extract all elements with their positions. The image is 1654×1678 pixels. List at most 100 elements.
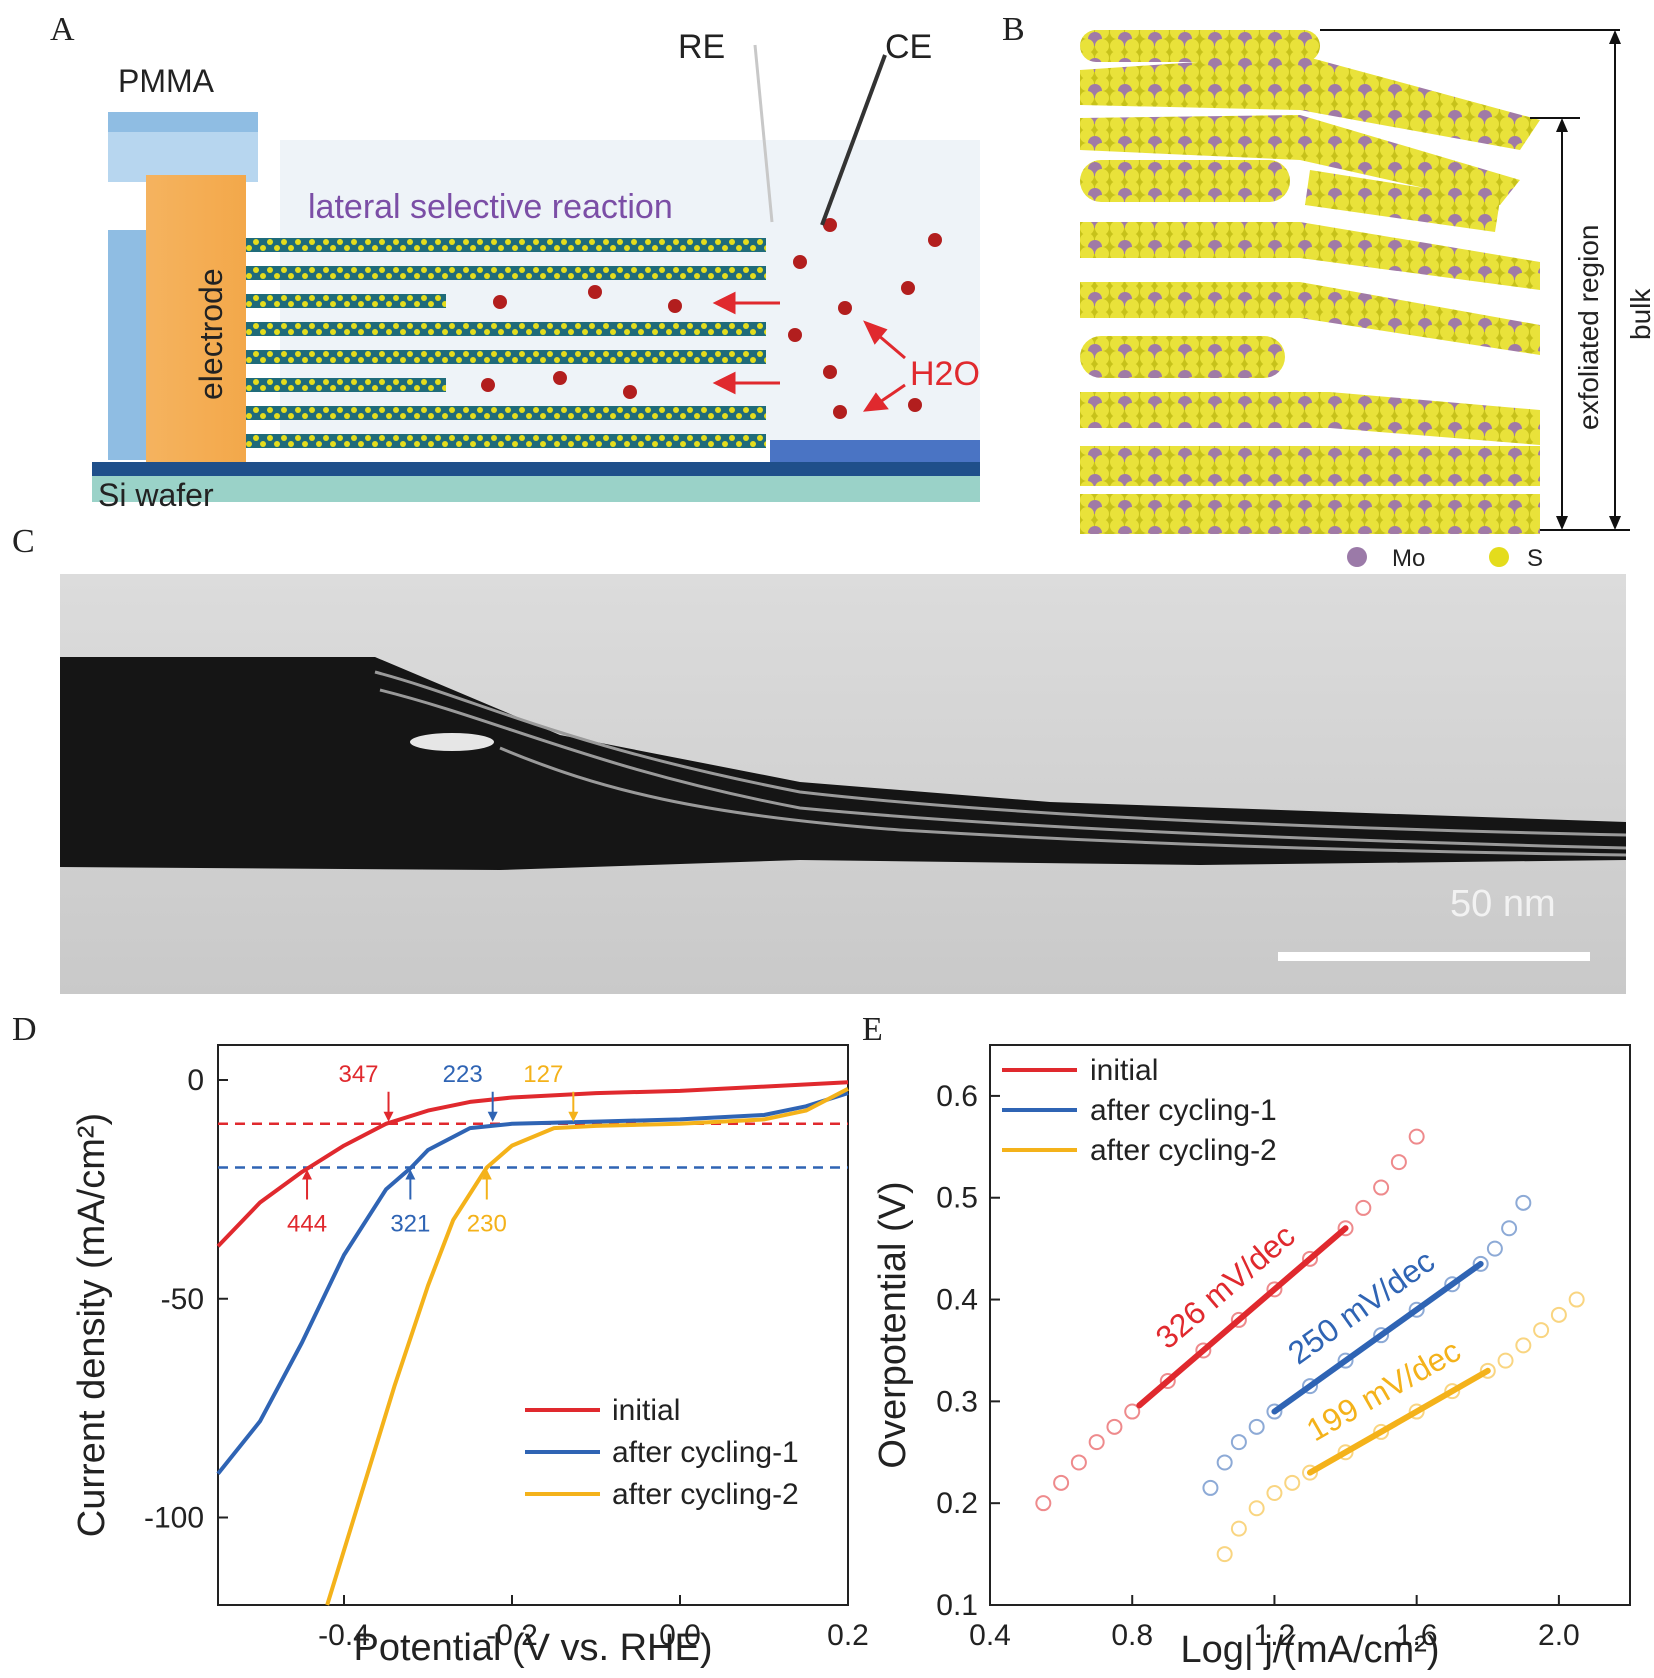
chart-e-xtick-label: 2.0 xyxy=(1538,1619,1580,1652)
panel-a-schematic: PMMA electrode H2O xyxy=(92,28,980,513)
chart-d-series-line xyxy=(216,1080,849,1248)
chart-e-data-point xyxy=(1390,1154,1407,1171)
chart-d-legend-label: after cycling-2 xyxy=(612,1478,799,1511)
panel-label-c: C xyxy=(12,523,35,560)
chart-e-data-point xyxy=(1035,1495,1052,1512)
panel-label-b: B xyxy=(1002,11,1025,48)
si-wafer xyxy=(92,476,980,502)
chart-e-data-point xyxy=(1284,1474,1301,1491)
chart-e-data-point xyxy=(1266,1403,1283,1420)
chart-d-xtick-label: -0.2 xyxy=(486,1619,538,1652)
chart-e-data-point xyxy=(1053,1474,1070,1491)
pmma-top xyxy=(108,112,258,132)
chart-d-annotation-arrowhead xyxy=(568,1111,579,1122)
chart-e-xtick-label: 1.6 xyxy=(1396,1619,1438,1652)
chart-d-annotation-label: 223 xyxy=(443,1061,483,1088)
chart-d-ytick-label: 0 xyxy=(187,1064,204,1097)
chart-d-ylabel: Current density (mA/cm²) xyxy=(71,1113,113,1537)
chart-e-legend: initial after cycling-1 after cycling-2 xyxy=(1002,1054,1277,1167)
chart-e-data-point xyxy=(1230,1311,1247,1328)
chart-e-data-point xyxy=(1533,1322,1550,1339)
counter-electrode-wire xyxy=(820,54,887,226)
tem-gap xyxy=(410,733,494,751)
s-legend-label: S xyxy=(1527,545,1543,572)
chart-d-annotation-label: 321 xyxy=(390,1211,430,1238)
water-molecules xyxy=(481,218,942,419)
chart-e-data-point xyxy=(1230,1434,1247,1451)
chart-d-xtick-label: 0.2 xyxy=(827,1619,869,1652)
chart-e-xtick-label: 0.8 xyxy=(1111,1619,1153,1652)
panel-label-d: D xyxy=(12,1011,37,1048)
chart-d-frame xyxy=(217,1044,849,1606)
chart-e-ytick-label: 0.2 xyxy=(936,1487,978,1520)
chart-d: -0.4 -0.2 0.0 0.2 0 -50 -100 347 223 127 444 321 23… xyxy=(71,1044,869,1669)
chart-d-ticks: -0.4 -0.2 0.0 0.2 0 -50 -100 xyxy=(144,1064,869,1652)
chart-e-ylabel: Overpotential (V) xyxy=(872,1181,914,1468)
chart-e-fit-line xyxy=(1136,1225,1349,1409)
chart-e-data-point xyxy=(1124,1403,1141,1420)
substrate-top xyxy=(92,462,980,476)
reaction-label: lateral selective reaction xyxy=(308,188,673,226)
mo-legend-marker xyxy=(1347,547,1367,567)
electrode-block xyxy=(146,175,246,465)
pmma-label: PMMA xyxy=(118,63,215,99)
chart-e-legend-label: initial xyxy=(1090,1054,1158,1087)
chart-e-frame xyxy=(989,1044,1631,1606)
chart-e-data-point xyxy=(1088,1434,1105,1451)
chart-e-ticks: 0.4 0.8 1.2 1.6 2.0 0.1 0.2 0.3 0.4 0.5 0.6 xyxy=(936,1080,1579,1652)
chart-e-legend-label: after cycling-2 xyxy=(1090,1134,1277,1167)
substrate-edge xyxy=(770,440,980,462)
chart-e-data-point xyxy=(1230,1520,1247,1537)
chart-e-data-point xyxy=(1550,1306,1567,1323)
chart-d-series-line xyxy=(216,1091,849,1476)
chart-e-data-point xyxy=(1568,1291,1585,1308)
chart-e-data-point xyxy=(1266,1281,1283,1298)
chart-e-xtick-label: 1.2 xyxy=(1254,1619,1296,1652)
chart-e-data-point xyxy=(1106,1418,1123,1435)
scalebar xyxy=(1278,952,1590,961)
chart-e-data-point xyxy=(1515,1194,1532,1211)
panel-label-a: A xyxy=(50,11,75,48)
chart-d-annotation-arrowhead xyxy=(405,1169,416,1180)
chart-d-annotation-label: 127 xyxy=(523,1061,563,1088)
chart-e-ytick-label: 0.5 xyxy=(936,1182,978,1215)
chart-d-ytick-label: -50 xyxy=(161,1283,204,1316)
chart-e-ytick-label: 0.4 xyxy=(936,1284,978,1317)
reference-electrode-wire xyxy=(753,44,774,223)
chart-d-ytick-label: -100 xyxy=(144,1502,204,1535)
chart-e-data-point xyxy=(1202,1479,1219,1496)
chart-e-ytick-label: 0.3 xyxy=(936,1385,978,1418)
chart-e-data-point xyxy=(1302,1250,1318,1267)
chart-e-data-point xyxy=(1501,1220,1518,1237)
chart-d-annotation-arrowhead xyxy=(487,1111,498,1122)
chart-d-annotation-label: 230 xyxy=(467,1211,507,1238)
chart-e-data-point xyxy=(1337,1352,1354,1369)
chart-d-annotations: 347 223 127 444 321 230 xyxy=(287,1061,579,1238)
chart-e-data-point xyxy=(1070,1454,1087,1471)
chart-e-data-point xyxy=(1444,1276,1461,1293)
mo-legend-label: Mo xyxy=(1392,545,1425,572)
chart-d-annotation-arrowhead xyxy=(481,1169,492,1180)
chart-e-ytick-label: 0.1 xyxy=(936,1589,978,1622)
scalebar-label: 50 nm xyxy=(1450,883,1556,925)
chart-d-xlabel: Potential (V vs. RHE) xyxy=(354,1627,713,1669)
chart-e-data-point xyxy=(1497,1352,1514,1369)
chart-e-data-point xyxy=(1408,1403,1425,1420)
mos2-stack xyxy=(246,238,766,448)
chart-e-ytick-label: 0.6 xyxy=(936,1080,978,1113)
re-label: RE xyxy=(678,28,725,66)
chart-e-data-point xyxy=(1515,1337,1532,1354)
chart-e-data-point xyxy=(1159,1373,1176,1389)
chart-d-xtick-label: -0.4 xyxy=(318,1619,370,1652)
chart-e-data-point xyxy=(1373,1327,1390,1344)
chart-d-legend: initial after cycling-1 after cycling-2 xyxy=(525,1394,799,1511)
chart-e-data-point xyxy=(1337,1220,1354,1237)
chart-e-fit-line xyxy=(1307,1367,1491,1476)
chart-d-reference-lines xyxy=(218,1122,848,1169)
chart-d-legend-label: after cycling-1 xyxy=(612,1436,799,1469)
chart-e-data-point xyxy=(1195,1342,1212,1359)
chart-d-annotation-arrowhead xyxy=(302,1169,313,1180)
ce-label: CE xyxy=(885,28,932,66)
